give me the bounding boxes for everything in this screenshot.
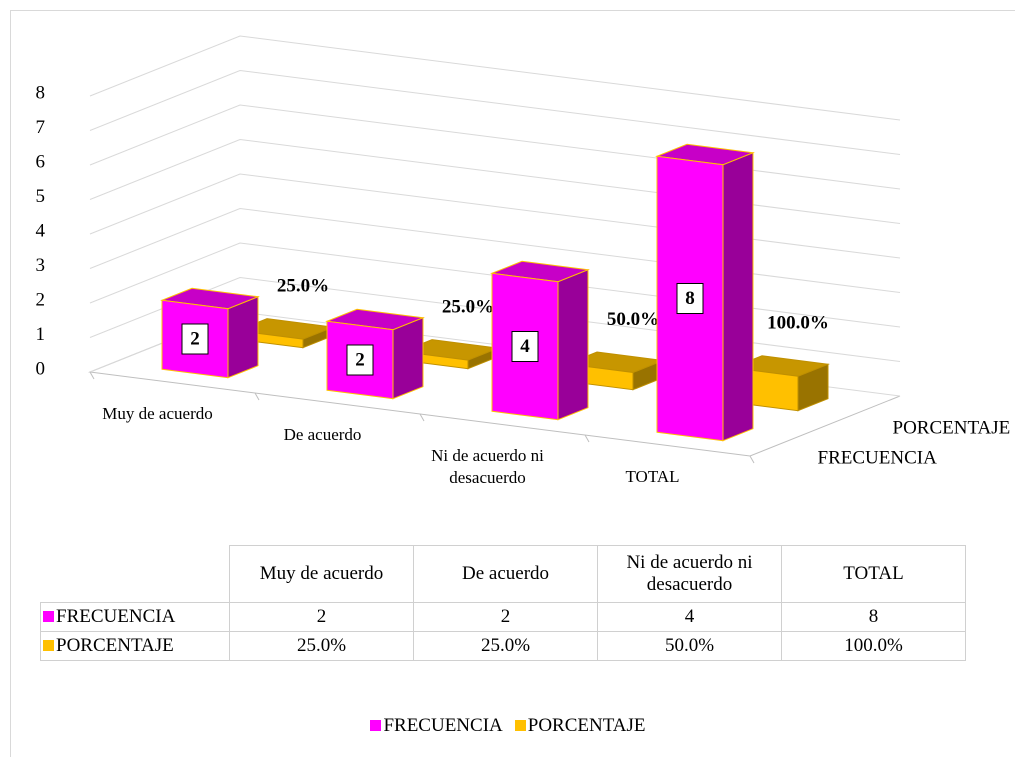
y-tick-label: 3 — [36, 255, 46, 276]
bar — [655, 143, 755, 442]
bar-side — [722, 151, 754, 442]
depth-label: FRECUENCIA — [818, 447, 938, 468]
data-label: 50.0% — [607, 309, 659, 330]
table-cell: 4 — [597, 602, 782, 632]
bar-side — [557, 268, 589, 421]
legend-label: FRECUENCIA — [383, 715, 503, 736]
table-header: Muy de acuerdo — [229, 545, 414, 603]
data-label-box — [676, 283, 704, 314]
legend-label: PORCENTAJE — [527, 715, 646, 736]
x-tick-label: TOTAL — [625, 466, 680, 486]
bar-side — [392, 316, 424, 400]
y-tick-label: 2 — [36, 289, 46, 310]
table-cell: 25.0% — [229, 631, 414, 661]
data-label: 25.0% — [442, 296, 494, 317]
x-tick — [749, 455, 755, 464]
table-header: De acuerdo — [413, 545, 598, 603]
table-header: Ni de acuerdo ni desacuerdo — [597, 545, 782, 603]
grid-line — [89, 138, 901, 224]
y-tick-label: 7 — [36, 117, 46, 138]
table-row: PORCENTAJE 25.0% 25.0% 50.0% 100.0% — [40, 631, 966, 661]
grid-line — [89, 69, 901, 155]
table-cell: 100.0% — [781, 631, 966, 661]
data-label: 100.0% — [767, 313, 829, 334]
legend-item: PORCENTAJE — [514, 715, 646, 736]
legend-swatch — [43, 611, 54, 622]
x-tick-label: De acuerdo — [283, 424, 362, 444]
legend-item: FRECUENCIA — [370, 715, 503, 736]
y-tick-label: 6 — [36, 151, 46, 172]
legend-swatch — [514, 720, 526, 731]
data-label-box — [346, 344, 374, 376]
y-tick-label: 8 — [36, 82, 46, 103]
table-series-name: FRECUENCIA — [56, 606, 176, 627]
table-header: TOTAL — [781, 545, 966, 603]
table-cell: 2 — [229, 602, 414, 632]
table-row: FRECUENCIA 2 2 4 8 — [40, 602, 966, 632]
data-label-box — [181, 323, 209, 355]
grid-line — [89, 104, 901, 190]
data-label: 2 — [190, 328, 200, 349]
y-tick-label: 1 — [36, 324, 46, 345]
y-tick-label: 4 — [36, 220, 46, 241]
table-cell: 50.0% — [597, 631, 782, 661]
bar — [325, 308, 425, 400]
table-cell: 8 — [781, 602, 966, 632]
table-series-name: PORCENTAJE — [56, 635, 174, 656]
chart-border — [10, 10, 1015, 757]
grid-line — [89, 35, 901, 121]
plot: 0 1 2 3 4 5 6 7 8 FRECUENCIA PORCENTAJE 25.0% 25.0% 5… — [36, 35, 1011, 468]
data-label: 4 — [520, 336, 530, 357]
x-tick — [584, 434, 590, 443]
table-cell: 25.0% — [413, 631, 598, 661]
legend-swatch — [370, 720, 382, 731]
x-tick-label: Muy de acuerdo — [102, 403, 213, 423]
data-label-box — [511, 331, 539, 362]
x-tick — [419, 413, 425, 422]
table-key: FRECUENCIA — [40, 602, 230, 632]
x-tick — [254, 392, 260, 401]
bar-side — [227, 295, 259, 379]
grid-line — [89, 173, 901, 259]
depth-label: PORCENTAJE — [893, 417, 1011, 438]
legend-swatch — [43, 640, 54, 651]
y-tick-label: 0 — [36, 358, 46, 379]
data-label: 8 — [685, 288, 695, 309]
x-tick — [89, 371, 95, 380]
table-key: PORCENTAJE — [40, 631, 230, 661]
table-cell: 2 — [413, 602, 598, 632]
data-label: 2 — [355, 349, 365, 370]
x-tick-label: Ni de acuerdo ni desacuerdo — [431, 445, 544, 487]
bar — [160, 287, 260, 379]
table-header-row: Muy de acuerdo De acuerdo Ni de acuerdo ni… — [40, 545, 966, 603]
bar — [490, 260, 590, 421]
data-label: 25.0% — [277, 275, 329, 296]
legend: FRECUENCIA PORCENTAJE — [0, 715, 1016, 737]
table-corner — [40, 545, 230, 603]
data-table: Muy de acuerdo De acuerdo Ni de acuerdo ni… — [40, 545, 966, 661]
y-tick-label: 5 — [36, 186, 46, 207]
